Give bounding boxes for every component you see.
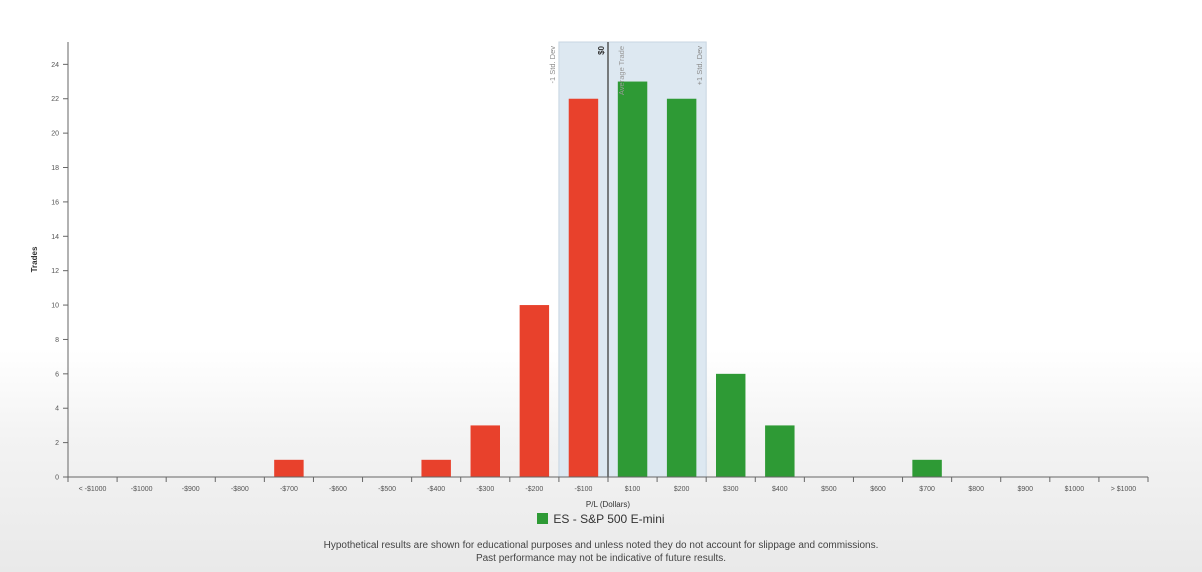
x-tick-label-$300: $300 — [723, 486, 739, 493]
x-tick-label--$1000: -$1000 — [131, 486, 153, 493]
y-axis-title: Trades — [30, 246, 39, 272]
bar--$300 — [470, 425, 500, 477]
bar-$700 — [912, 459, 942, 477]
legend-label: ES - S&P 500 E-mini — [553, 512, 665, 526]
disclaimer-footnote: Hypothetical results are shown for educa… — [0, 539, 1202, 565]
x-tick-label--$400: -$400 — [427, 486, 445, 493]
y-tick-label-6: 6 — [55, 371, 59, 378]
y-tick-label-18: 18 — [51, 165, 59, 172]
x-tick-label-$400: $400 — [772, 486, 788, 493]
x-tick-label-$200: $200 — [674, 486, 690, 493]
disclaimer-line-2: Past performance may not be indicative o… — [475, 553, 727, 564]
std-dev-right-label: +1 Std. Dev — [695, 46, 704, 86]
x-tick-label--$100: -$100 — [575, 486, 593, 493]
x-tick-label-$500: $500 — [821, 486, 837, 493]
y-tick-label-14: 14 — [51, 234, 59, 241]
bar--$200 — [519, 305, 550, 477]
disclaimer-line-1: Hypothetical results are shown for educa… — [323, 540, 879, 551]
x-tick-label--$700: -$700 — [280, 486, 298, 493]
x-tick-label-$600: $600 — [870, 486, 886, 493]
y-tick-label-20: 20 — [51, 131, 59, 138]
y-tick-label-12: 12 — [51, 268, 59, 275]
bar--$700 — [274, 459, 304, 477]
bar-$200 — [666, 98, 697, 477]
y-tick-label-16: 16 — [51, 199, 59, 206]
x-tick-label-$100: $100 — [625, 486, 641, 493]
x-tick-label--$900: -$900 — [182, 486, 200, 493]
x-tick-label--$800: -$800 — [231, 486, 249, 493]
y-tick-label-2: 2 — [55, 440, 59, 447]
bar-$100 — [617, 81, 648, 477]
x-tick-label-$700: $700 — [919, 486, 935, 493]
x-tick-label-> $1000: > $1000 — [1111, 486, 1137, 493]
bar--$100 — [568, 98, 599, 477]
x-tick-label--$300: -$300 — [476, 486, 494, 493]
x-tick-label--$600: -$600 — [329, 486, 347, 493]
bar-$400 — [765, 425, 795, 477]
x-tick-label--$200: -$200 — [525, 486, 543, 493]
y-tick-label-24: 24 — [51, 62, 59, 69]
average-trade-label: Average Trade — [617, 46, 626, 95]
x-tick-label-< -$1000: < -$1000 — [79, 486, 107, 493]
y-tick-label-4: 4 — [55, 406, 59, 413]
x-tick-label-$900: $900 — [1017, 486, 1033, 493]
std-dev-left-label: -1 Std. Dev — [548, 46, 557, 84]
chart-legend[interactable]: ES - S&P 500 E-mini — [0, 512, 1202, 526]
zero-line-label: $0 — [597, 45, 606, 54]
y-tick-label-8: 8 — [55, 337, 59, 344]
y-tick-label-0: 0 — [55, 475, 59, 482]
y-tick-label-22: 22 — [51, 96, 59, 103]
x-axis-title: P/L (Dollars) — [586, 500, 630, 509]
bar-$300 — [716, 373, 746, 477]
y-tick-label-10: 10 — [51, 303, 59, 310]
x-tick-label-$800: $800 — [968, 486, 984, 493]
x-tick-label-$1000: $1000 — [1065, 486, 1085, 493]
bar--$400 — [421, 459, 451, 477]
legend-swatch — [537, 513, 549, 524]
x-tick-label--$500: -$500 — [378, 486, 396, 493]
